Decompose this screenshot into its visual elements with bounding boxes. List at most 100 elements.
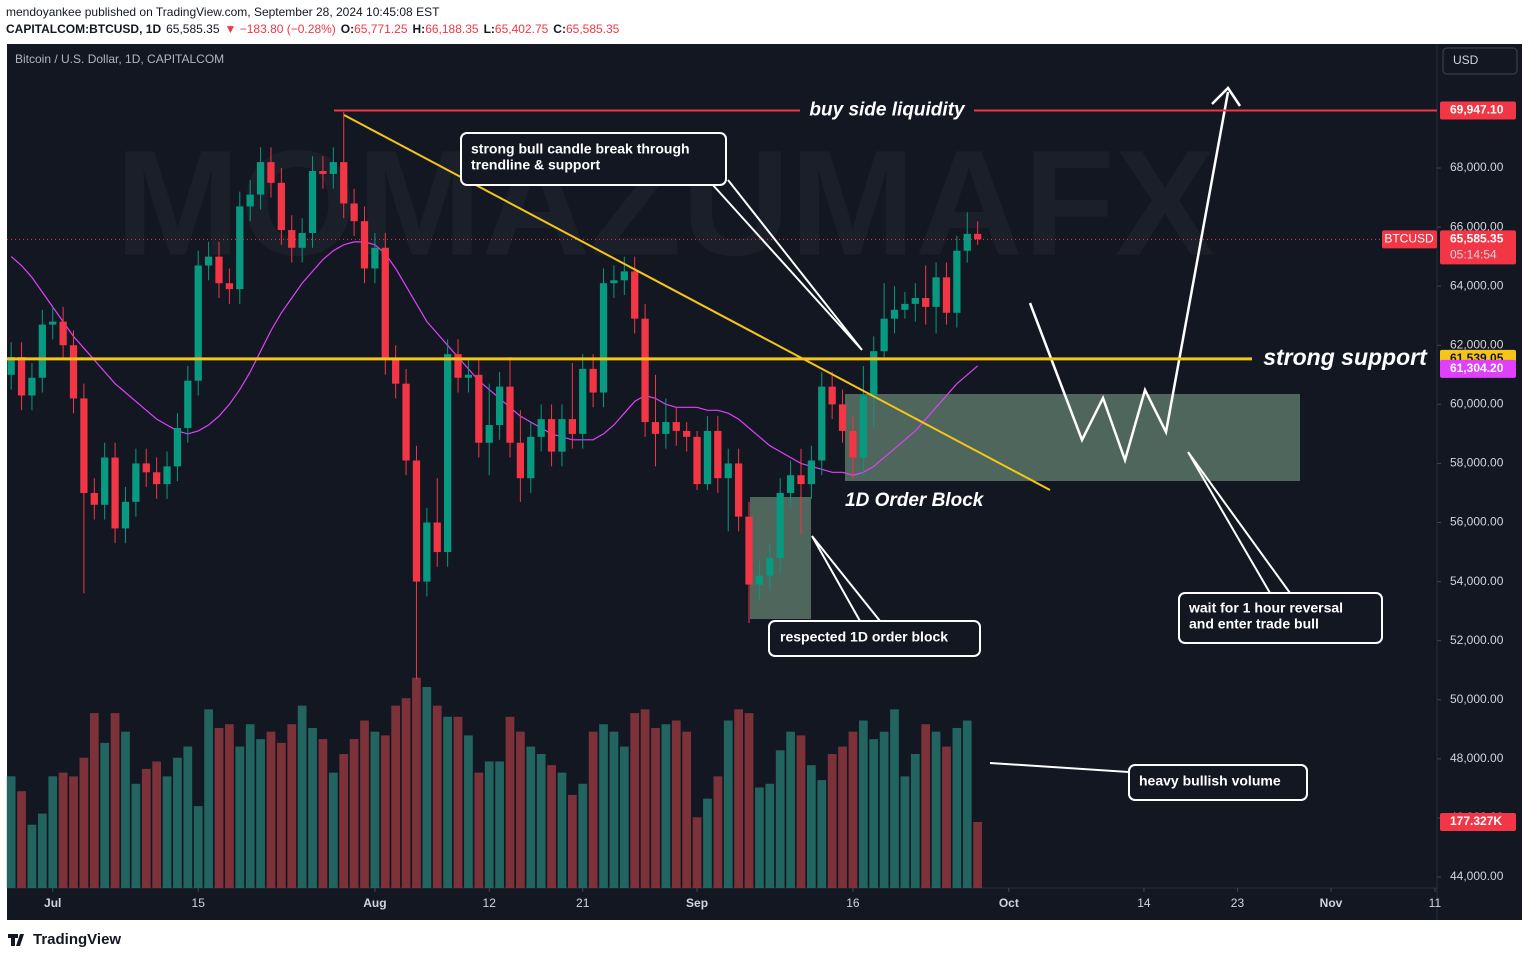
candle-body (350, 203, 358, 222)
candle-body (911, 297, 919, 304)
candle-body (225, 283, 234, 290)
volume-bar (879, 731, 889, 888)
volume-bar (536, 754, 546, 888)
volume-bar (432, 705, 442, 888)
volume-bar (276, 742, 286, 888)
candle-body (932, 277, 940, 307)
currency-button[interactable] (1442, 47, 1518, 75)
y-tick-label: 58,000.00 (1450, 456, 1504, 470)
volume-bar (121, 731, 130, 888)
callout-text: heavy bullish volume (1139, 773, 1281, 789)
volume-bar (69, 776, 78, 888)
candle-body (132, 463, 140, 502)
volume-bar (744, 713, 754, 888)
volume-bar (734, 709, 743, 888)
candle-body (454, 354, 462, 378)
candle-body (745, 516, 753, 585)
y-tick-label: 44,000.00 (1450, 869, 1504, 883)
candle-body (974, 233, 982, 240)
x-tick-label: 12 (483, 896, 497, 910)
volume-bar (464, 735, 473, 888)
volume-bar (401, 698, 411, 888)
candle-body (880, 318, 888, 352)
candle-body (838, 404, 847, 431)
candle-body (163, 466, 171, 485)
candle-body (693, 436, 701, 485)
candle-body (766, 557, 774, 576)
volume-bar (183, 746, 193, 888)
candle-body (7, 357, 15, 375)
brand: TradingView (8, 931, 121, 948)
candle-body (953, 250, 961, 313)
volume-bar (630, 713, 640, 888)
volume-bar (526, 746, 536, 888)
volume-bar (640, 709, 650, 888)
candle-body (17, 357, 26, 396)
volume-bar (723, 720, 733, 888)
volume-bar (287, 724, 297, 888)
volume-bar (412, 677, 421, 888)
volume-bar (775, 750, 785, 888)
candle-body (849, 430, 857, 458)
candle-body (277, 182, 285, 231)
candle-body (568, 419, 576, 434)
y-tick-label: 64,000.00 (1450, 278, 1504, 292)
candle-body (807, 460, 816, 485)
candle-body (381, 247, 389, 361)
candle-body (870, 351, 878, 396)
candle-body (901, 303, 909, 310)
x-tick-label: 23 (1231, 896, 1245, 910)
price-tag (1440, 101, 1516, 120)
ohlc-value: 65,402.75 (494, 22, 549, 36)
volume-bar (453, 716, 463, 888)
candle-body (298, 233, 306, 248)
price-tag-label: 69,947.10 (1450, 103, 1504, 117)
candle-body (641, 318, 649, 423)
ohlc-key: L: (483, 22, 495, 36)
x-tick-label: 15 (192, 896, 206, 910)
volume-bar (37, 813, 47, 888)
currency[interactable]: USD (1453, 53, 1479, 67)
moving-average (10, 241, 979, 476)
volume-bar (692, 817, 702, 888)
x-tick-label: Jul (44, 896, 61, 910)
x-tick-label: 16 (846, 896, 860, 910)
volume-bar (6, 776, 16, 888)
volume-bar (17, 791, 26, 888)
projection-path (1028, 91, 1230, 465)
candle-body (662, 422, 670, 434)
volume-bar (890, 709, 899, 888)
y-tick-label: 62,000.00 (1450, 337, 1504, 351)
candle-body (90, 492, 98, 505)
volume-bar (308, 727, 317, 888)
level-text: strong support (1263, 344, 1428, 370)
volume-bar (703, 798, 712, 888)
volume-bar (682, 731, 692, 888)
x-tick-label: Aug (363, 896, 386, 910)
candle-body (101, 457, 109, 505)
candle-body (890, 309, 899, 319)
callout-text: and enter trade bull (1189, 616, 1319, 632)
header: mendoyankee published on TradingView.com… (6, 4, 619, 38)
volume-bar (557, 772, 567, 888)
candle-body (69, 345, 78, 399)
candle-body (256, 162, 265, 195)
candle-body (734, 463, 743, 517)
candle-body (672, 422, 680, 431)
volume-bar (58, 772, 68, 888)
candle-body (308, 170, 317, 234)
ohlc: O:65,771.25 H:66,188.35 L:65,402.75 C:65,58… (336, 22, 620, 36)
candle-body (319, 170, 327, 174)
volume-bar (318, 739, 328, 888)
candle-body (797, 475, 805, 485)
callout-text: trendline & support (471, 157, 600, 173)
ohlc-value: 65,585.35 (565, 22, 620, 36)
candle-body (942, 277, 951, 313)
candle-body (786, 475, 795, 493)
callout-box (768, 620, 981, 657)
volume-bar (339, 754, 349, 888)
volume-bar (505, 716, 515, 888)
candle-body (922, 297, 930, 307)
volume-bar (567, 794, 577, 888)
candle-body (360, 221, 369, 269)
